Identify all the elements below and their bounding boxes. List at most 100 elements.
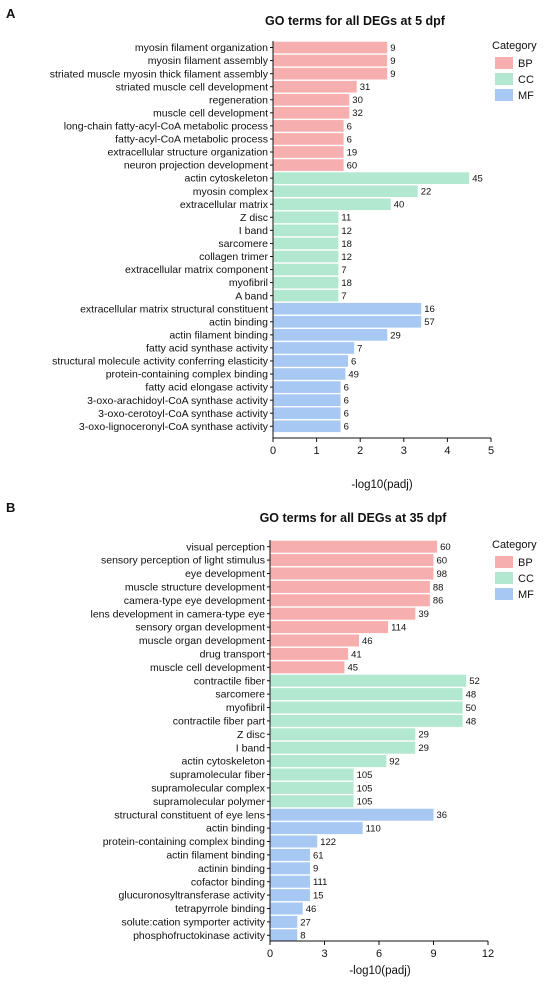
bar-term-label: actin binding — [206, 823, 265, 835]
bar-term-label: myofibril — [226, 702, 265, 714]
bar-count-label: 49 — [348, 369, 359, 380]
x-tick-label: 1 — [314, 445, 320, 457]
bar-count-label: 9 — [390, 56, 395, 67]
bar — [270, 875, 310, 888]
bar-count-label: 6 — [344, 409, 349, 420]
bar — [270, 929, 298, 942]
bar-count-label: 22 — [421, 187, 432, 198]
bar — [273, 41, 388, 54]
bar-count-label: 30 — [352, 95, 363, 106]
bar — [273, 368, 346, 380]
bar-term-label: supramolecular complex — [151, 783, 266, 795]
bar — [270, 781, 354, 794]
bar — [270, 835, 318, 848]
bar-term-label: fatty-acyl-CoA metabolic process — [115, 134, 268, 146]
bar-term-label: myofibril — [229, 277, 268, 289]
bar-count-label: 12 — [341, 226, 352, 237]
bar-term-label: striated muscle cell development — [116, 81, 268, 93]
bar — [273, 198, 391, 211]
bar-term-label: myosin filament assembly — [148, 55, 269, 67]
bar — [270, 714, 463, 727]
bar-count-label: 46 — [362, 636, 373, 647]
bar-count-label: 36 — [437, 810, 448, 821]
bar — [273, 172, 470, 184]
bar-count-label: 45 — [472, 174, 483, 185]
bar-term-label: myosin complex — [193, 186, 269, 198]
panel-a: A GO terms for all DEGs at 5 dpf myosin … — [6, 6, 537, 491]
panel-b-title: GO terms for all DEGs at 35 dpf — [260, 511, 448, 525]
bar-term-label: 3-oxo-lignoceronyl-CoA synthase activity — [79, 421, 269, 433]
bar-count-label: 48 — [466, 690, 477, 701]
bar-count-label: 15 — [313, 891, 324, 902]
legend-label: CC — [518, 573, 534, 585]
panel-a-letter: A — [6, 6, 16, 21]
bar — [270, 701, 463, 714]
bar-count-label: 18 — [341, 239, 352, 250]
bar-count-label: 45 — [347, 663, 358, 674]
bar-term-label: long-chain fatty-acyl-CoA metabolic proc… — [64, 120, 268, 132]
bar-term-label: contractile fiber — [194, 675, 266, 687]
bar-term-label: actin binding — [209, 316, 268, 328]
bar — [270, 755, 387, 768]
bar-term-label: fatty acid elongase activity — [145, 382, 268, 394]
bar-term-label: structural molecule activity conferring … — [52, 356, 269, 368]
bar-term-label: actin filament binding — [166, 850, 265, 862]
bar — [273, 93, 350, 106]
legend-swatch — [495, 89, 513, 101]
bar-term-label: contractile fiber part — [173, 716, 265, 728]
bar — [273, 302, 422, 315]
bar-term-label: 3-oxo-cerotoyl-CoA synthase activity — [98, 408, 269, 420]
bar — [270, 822, 363, 835]
bar-term-label: supramolecular fiber — [170, 769, 266, 781]
legend-swatch — [495, 588, 513, 600]
bar — [270, 808, 434, 821]
bar-term-label: extracellular matrix component — [125, 264, 268, 276]
x-tick-label: 0 — [267, 948, 273, 960]
bar-term-label: actinin binding — [198, 863, 265, 875]
bar-term-label: neuron projection development — [124, 160, 268, 172]
bar-count-label: 105 — [357, 770, 373, 781]
legend-swatch — [495, 556, 513, 568]
bar-term-label: A band — [235, 290, 268, 302]
bar-count-label: 39 — [418, 609, 429, 620]
bar-count-label: 114 — [391, 623, 406, 634]
bar-count-label: 9 — [390, 69, 395, 80]
bar-term-label: muscle cell development — [150, 662, 265, 674]
bar-count-label: 110 — [366, 824, 381, 835]
bar — [270, 688, 463, 701]
bar-term-label: actin cytoskeleton — [185, 173, 269, 185]
bar-term-label: cofactor binding — [191, 876, 265, 888]
bar-count-label: 105 — [357, 797, 373, 808]
bar — [273, 250, 339, 263]
bar — [273, 120, 344, 132]
bar-count-label: 7 — [341, 265, 346, 276]
x-tick-label: 5 — [488, 445, 494, 457]
bar — [273, 420, 341, 433]
bar-count-label: 105 — [357, 783, 373, 794]
bar-term-label: striated muscle myosin thick filament as… — [50, 68, 269, 80]
panel-b-letter: B — [6, 500, 15, 515]
bar-term-label: extracellular structure organization — [108, 147, 269, 159]
x-tick-label: 2 — [357, 445, 363, 457]
bar — [270, 768, 354, 781]
x-tick-label: 9 — [430, 948, 436, 960]
bar — [273, 355, 348, 367]
bar — [273, 107, 350, 119]
bar-count-label: 9 — [390, 43, 395, 54]
panel-a-title: GO terms for all DEGs at 5 dpf — [265, 14, 446, 28]
bar-count-label: 6 — [351, 356, 356, 367]
bar — [270, 795, 354, 808]
bar-count-label: 31 — [360, 82, 371, 93]
bar — [270, 634, 360, 647]
panel-b-x-axis: 0 3 6 9 12 — [267, 540, 494, 960]
bar-term-label: sensory perception of light stimulus — [101, 555, 265, 567]
bar — [273, 329, 388, 341]
bar-term-label: lens development in camera-type eye — [90, 608, 265, 620]
bar-count-label: 8 — [300, 931, 305, 942]
bar-term-label: sarcomere — [215, 689, 265, 701]
panel-b-bars: visual perception 60 sensory perception of… — [90, 540, 480, 942]
bar-count-label: 11 — [341, 213, 351, 224]
bar-term-label: supramolecular polymer — [153, 796, 266, 808]
bar — [273, 159, 344, 171]
legend-label: MF — [518, 90, 534, 102]
